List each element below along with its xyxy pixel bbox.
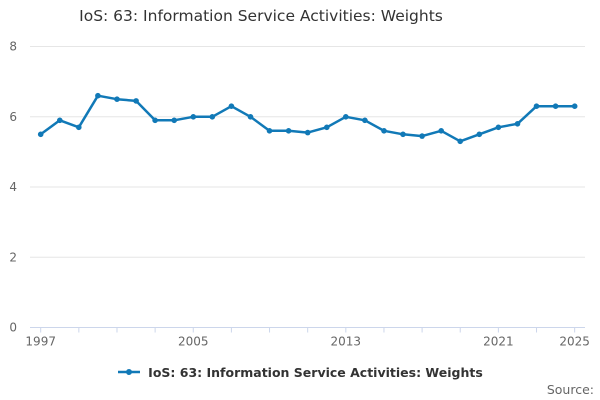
data-point[interactable]: [571, 103, 578, 109]
legend-line-icon: [118, 369, 141, 375]
x-axis-tick-label: 2025: [559, 335, 590, 349]
data-point[interactable]: [152, 117, 158, 124]
data-point[interactable]: [37, 131, 44, 138]
data-point[interactable]: [476, 131, 483, 138]
legend[interactable]: IoS: 63: Information Service Activities:…: [0, 364, 600, 380]
data-point[interactable]: [495, 124, 502, 131]
data-point[interactable]: [324, 124, 330, 131]
data-point[interactable]: [419, 133, 425, 139]
data-point[interactable]: [76, 124, 82, 131]
data-point[interactable]: [285, 128, 292, 134]
source-label: Source:: [546, 382, 594, 397]
data-point[interactable]: [552, 103, 559, 109]
data-point[interactable]: [228, 103, 235, 109]
data-point[interactable]: [209, 114, 216, 120]
data-point[interactable]: [190, 114, 197, 120]
data-point[interactable]: [438, 128, 445, 134]
x-axis-tick-label: 1997: [25, 335, 56, 349]
data-point[interactable]: [171, 117, 177, 124]
y-axis-tick-label: 6: [9, 110, 17, 124]
data-point[interactable]: [114, 96, 120, 102]
data-point[interactable]: [343, 114, 349, 120]
x-axis-tick-label: 2005: [178, 335, 209, 349]
x-axis-tick-label: 2013: [331, 335, 362, 349]
legend-label: IoS: 63: Information Service Activities:…: [148, 364, 483, 380]
x-axis-tick-label: 2021: [483, 335, 514, 349]
y-axis-tick-label: 4: [9, 180, 17, 194]
y-axis-tick-label: 0: [9, 321, 17, 335]
data-point[interactable]: [514, 121, 521, 127]
data-point[interactable]: [133, 98, 139, 104]
data-point[interactable]: [266, 128, 273, 134]
data-point[interactable]: [533, 103, 540, 109]
y-axis-tick-label: 2: [9, 250, 17, 264]
data-point[interactable]: [400, 131, 406, 138]
data-point[interactable]: [457, 138, 464, 145]
data-point[interactable]: [247, 114, 254, 120]
data-point[interactable]: [362, 117, 368, 124]
data-point[interactable]: [95, 92, 101, 99]
data-point[interactable]: [304, 129, 311, 136]
chart-title: IoS: 63: Information Service Activities:…: [79, 7, 443, 25]
y-axis-tick-label: 8: [9, 40, 17, 54]
plot-area[interactable]: 0 2 4 6 8 1997 2005 2013 2021 2025: [0, 0, 600, 356]
data-point[interactable]: [381, 128, 387, 134]
data-point[interactable]: [57, 117, 63, 124]
